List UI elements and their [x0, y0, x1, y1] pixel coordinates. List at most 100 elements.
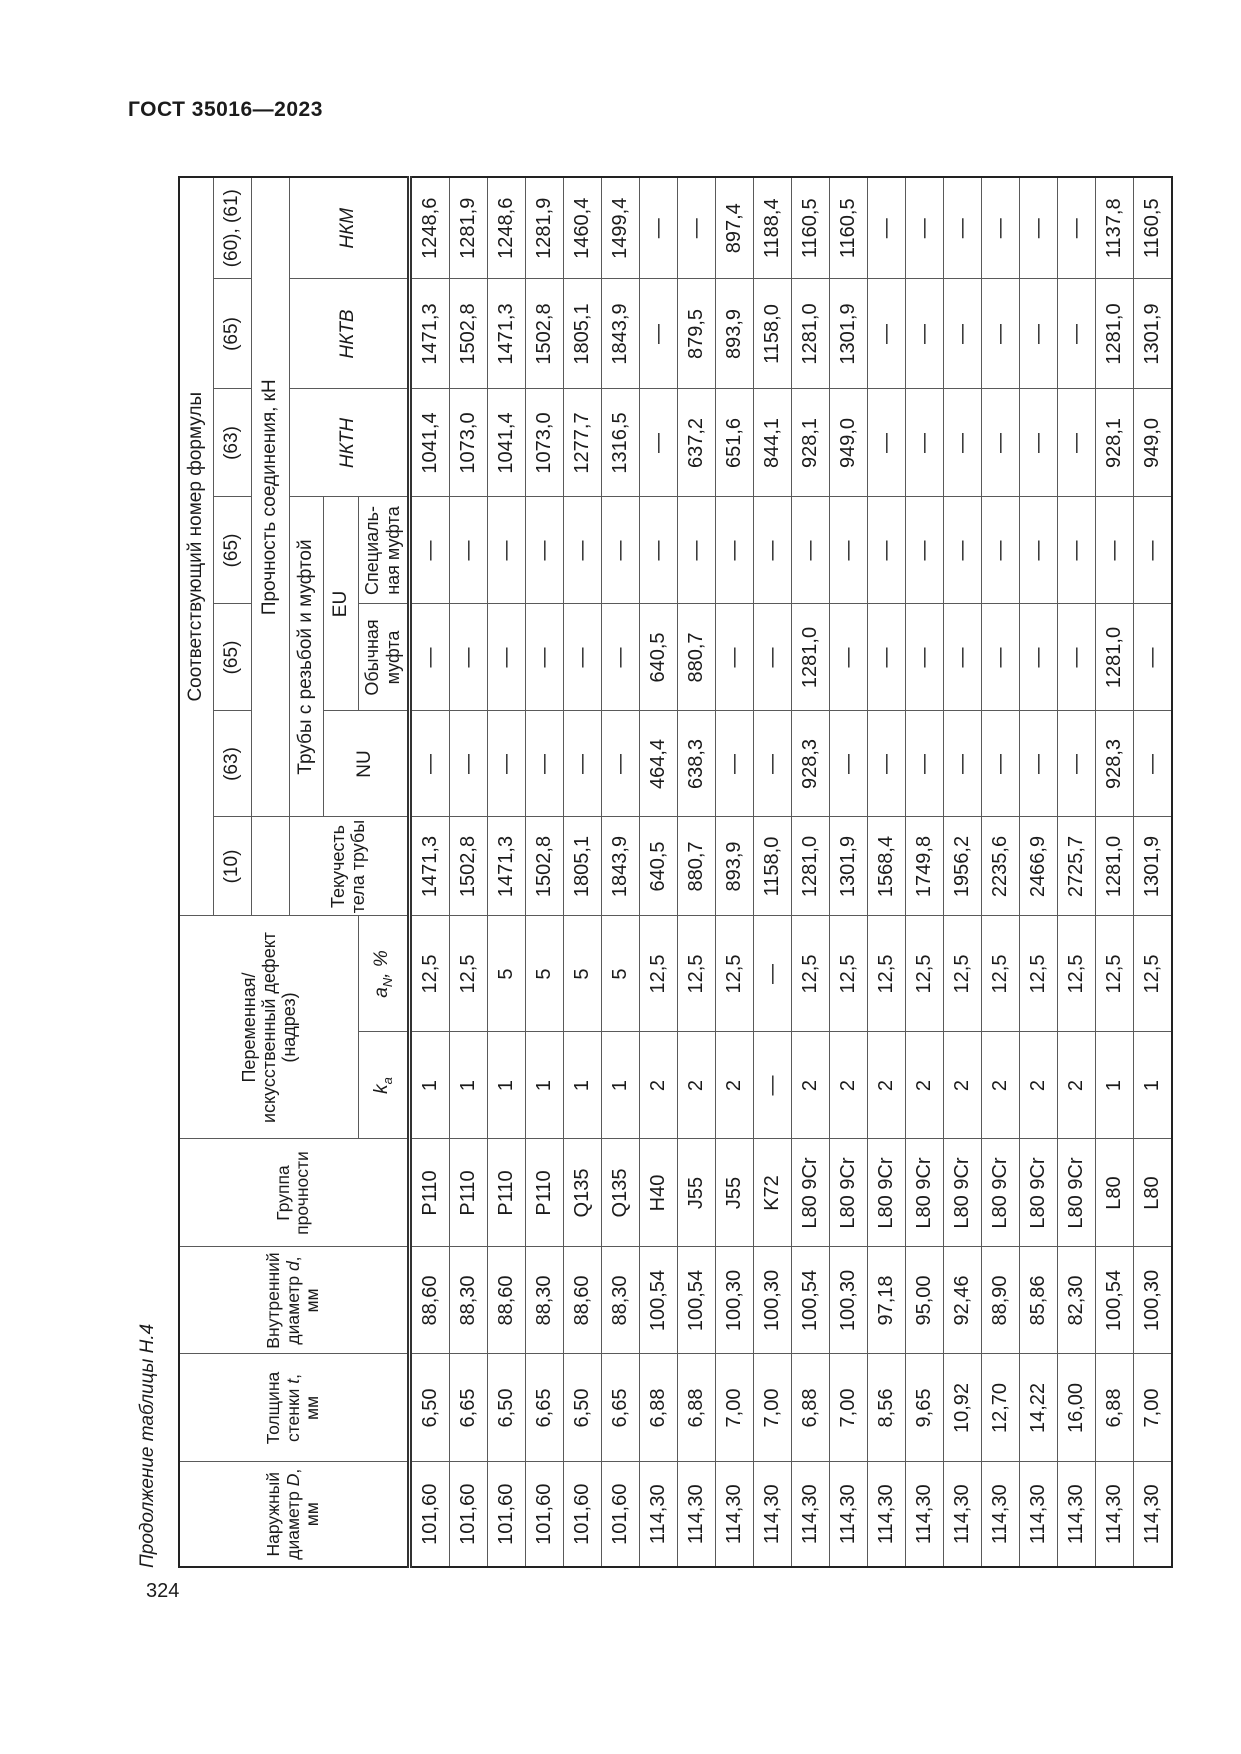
- table-cell: 101,60: [525, 1462, 563, 1567]
- table-cell: —: [943, 278, 981, 389]
- header-line: искусственный дефект: [258, 931, 279, 1124]
- data-table: Наружный диаметр D, мм Толщина стенки t,…: [178, 175, 1173, 1568]
- table-cell: 638,3: [677, 710, 715, 817]
- header-nkm: НКМ: [289, 176, 409, 279]
- table-cell: 114,30: [715, 1462, 753, 1567]
- table-cell: 12,5: [677, 915, 715, 1032]
- table-row: 114,30 6,88 100,54 J55 2 12,5 880,7 638,3 880,7—…: [677, 176, 715, 1567]
- header-line: Специаль-: [362, 505, 383, 595]
- table-cell: —: [1019, 710, 1057, 817]
- table-cell: —: [409, 496, 449, 604]
- table-cell: H40: [639, 1139, 677, 1247]
- table-cell: 92,46: [943, 1247, 981, 1354]
- table-cell: L80 9Cr: [905, 1139, 943, 1247]
- table-cell: —: [601, 496, 639, 604]
- table-cell: 12,5: [867, 915, 905, 1032]
- table-cell: 97,18: [867, 1247, 905, 1354]
- table-cell: 1502,8: [449, 278, 487, 389]
- table-cell: —: [1095, 496, 1133, 604]
- table-cell: —: [1057, 176, 1095, 279]
- table-row: 114,30 8,56 97,18 L80 9Cr 2 12,5 1568,4— — — — — —: [867, 176, 905, 1567]
- table-cell: 114,30: [905, 1462, 943, 1567]
- table-cell: —: [829, 603, 867, 711]
- table-cell: 1137,8: [1095, 176, 1133, 279]
- table-cell: 2: [905, 1032, 943, 1139]
- table-cell: L80: [1095, 1139, 1133, 1247]
- table-cell: L80 9Cr: [981, 1139, 1019, 1247]
- header-wall-thickness: Толщина стенки t, мм: [179, 1354, 409, 1462]
- table-cell: 640,5: [639, 816, 677, 916]
- table-cell: —: [943, 710, 981, 817]
- table-cell: 5: [601, 915, 639, 1032]
- table-cell: 12,5: [1019, 915, 1057, 1032]
- table-cell: P110: [449, 1139, 487, 1247]
- table-cell: 12,5: [639, 915, 677, 1032]
- table-cell: —: [715, 710, 753, 817]
- table-cell: 1471,3: [487, 278, 525, 389]
- header-line: Наружный: [263, 1471, 284, 1557]
- table-cell: L80 9Cr: [867, 1139, 905, 1247]
- table-cell: —: [791, 496, 829, 604]
- table-cell: 88,90: [981, 1247, 1019, 1354]
- table-cell: —: [905, 603, 943, 711]
- header-variable-defect: Переменная/ искусственный дефект (надрез…: [179, 915, 358, 1139]
- table-cell: —: [409, 603, 449, 711]
- table-cell: 5: [525, 915, 563, 1032]
- table-cell: 12,5: [1057, 915, 1095, 1032]
- header-line: Текучесть: [327, 824, 348, 909]
- table-cell: 101,60: [449, 1462, 487, 1567]
- table-cell: 12,5: [905, 915, 943, 1032]
- table-cell: 101,60: [409, 1462, 449, 1567]
- table-cell: 1460,4: [563, 176, 601, 279]
- header-yield-body: Текучесть тела трубы: [289, 816, 409, 916]
- header-regular-coupling: Обычная муфта: [358, 603, 409, 711]
- table-cell: 12,5: [1095, 915, 1133, 1032]
- table-cell: —: [1057, 388, 1095, 497]
- table-cell: 114,30: [791, 1462, 829, 1567]
- table-cell: —: [601, 603, 639, 711]
- table-cell: J55: [715, 1139, 753, 1247]
- table-cell: —: [867, 603, 905, 711]
- table-cell: 88,60: [409, 1247, 449, 1354]
- table-cell: 1499,4: [601, 176, 639, 279]
- table-cell: 1471,3: [409, 278, 449, 389]
- table-cell: P110: [525, 1139, 563, 1247]
- table-cell: —: [1019, 603, 1057, 711]
- table-cell: 1248,6: [409, 176, 449, 279]
- table-cell: J55: [677, 1139, 715, 1247]
- table-cell: —: [905, 496, 943, 604]
- header-line: диаметр d,: [282, 1256, 303, 1345]
- table-row: 114,30 16,00 82,30 L80 9Cr 2 12,5 2725,7— — — — — —: [1057, 176, 1095, 1567]
- table-cell: 1281,9: [525, 176, 563, 279]
- header-strength-group: Группа прочности: [179, 1139, 409, 1247]
- table-cell: —: [905, 710, 943, 817]
- table-cell: 7,00: [1133, 1354, 1172, 1462]
- table-cell: 85,86: [1019, 1247, 1057, 1354]
- table-cell: 1158,0: [753, 816, 791, 916]
- header-formula-65-nktv: (65): [213, 278, 251, 389]
- table-cell: —: [449, 710, 487, 817]
- table-cell: 2: [943, 1032, 981, 1139]
- table-cell: —: [525, 496, 563, 604]
- table-body: 101,60 6,50 88,60 P110 1 12,5 1471,3— — —1041,4 1…: [409, 176, 1172, 1567]
- table-cell: 5: [487, 915, 525, 1032]
- table-cell: 1158,0: [753, 278, 791, 389]
- table-cell: 6,88: [639, 1354, 677, 1462]
- table-row: 114,30 10,92 92,46 L80 9Cr 2 12,5 1956,2— — — — — —: [943, 176, 981, 1567]
- table-cell: —: [487, 603, 525, 711]
- table-cell: —: [905, 278, 943, 389]
- table-cell: —: [525, 603, 563, 711]
- standard-title: ГОСТ 35016—2023: [128, 98, 323, 121]
- table-cell: 640,5: [639, 603, 677, 711]
- table-cell: 14,22: [1019, 1354, 1057, 1462]
- table-cell: —: [449, 496, 487, 604]
- table-cell: —: [867, 278, 905, 389]
- table-cell: 893,9: [715, 278, 753, 389]
- table-cell: —: [943, 176, 981, 279]
- table-cell: —: [1019, 496, 1057, 604]
- table-cell: 100,54: [639, 1247, 677, 1354]
- table-cell: 1502,8: [525, 816, 563, 916]
- table-cell: 1188,4: [753, 176, 791, 279]
- table-cell: 12,5: [791, 915, 829, 1032]
- table-cell: —: [639, 176, 677, 279]
